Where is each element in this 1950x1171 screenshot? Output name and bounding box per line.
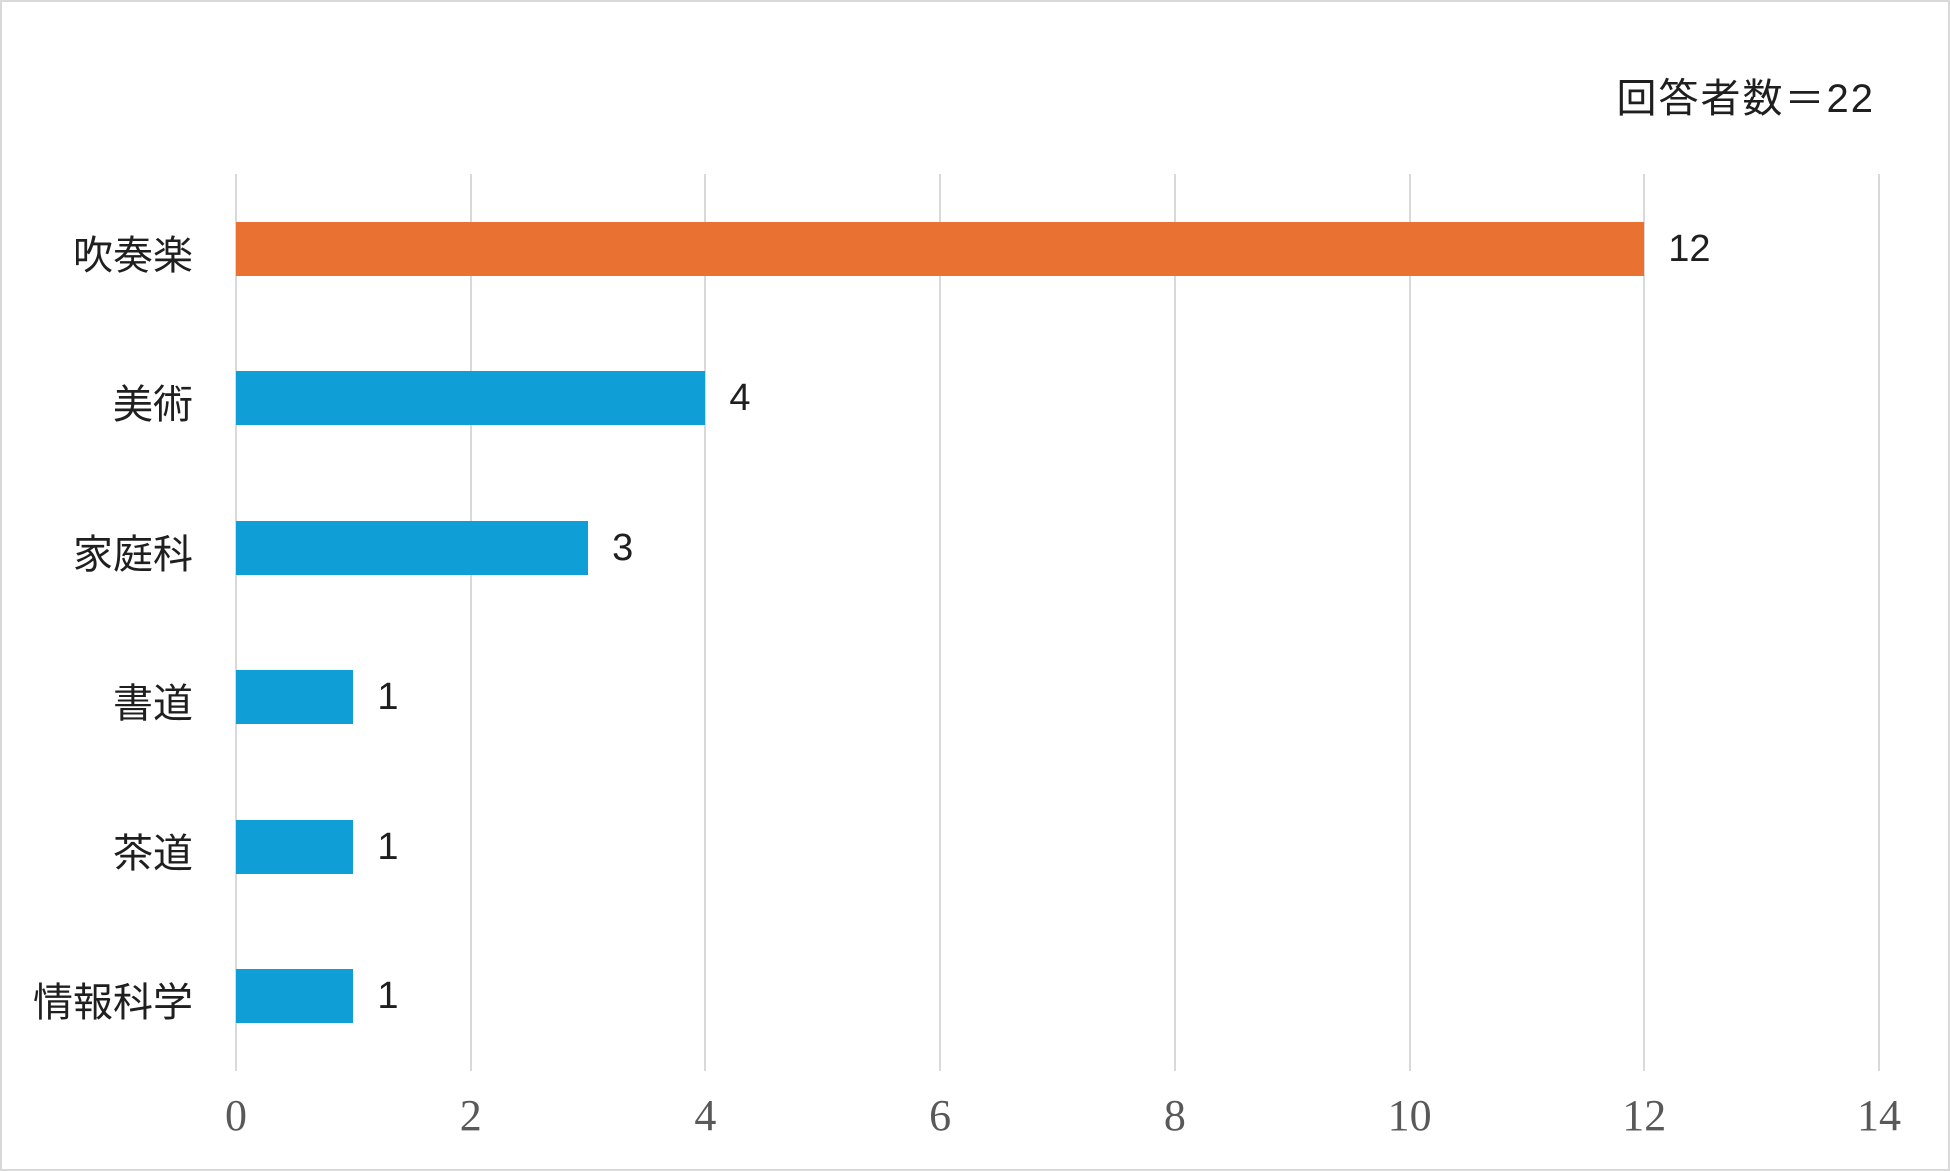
x-axis-tick-label-0: 0 bbox=[225, 1091, 247, 1140]
category-label-情報科学: 情報科学 bbox=[33, 981, 193, 1026]
bar-value-label: 3 bbox=[612, 526, 634, 569]
gridline-x-2 bbox=[469, 174, 472, 1071]
bar-row: 1 bbox=[236, 772, 1879, 922]
category-label-吹奏楽: 吹奏楽 bbox=[73, 233, 193, 278]
x-axis-tick-label-14: 14 bbox=[1857, 1091, 1901, 1140]
bar-row: 12 bbox=[236, 174, 1879, 324]
gridline-x-12 bbox=[1643, 174, 1646, 1071]
category-label-書道: 書道 bbox=[113, 682, 193, 727]
category-label-茶道: 茶道 bbox=[113, 831, 193, 876]
gridline-x-10 bbox=[1408, 174, 1411, 1071]
category-label-美術: 美術 bbox=[113, 383, 193, 428]
bar-row: 1 bbox=[236, 922, 1879, 1072]
bar-家庭科 bbox=[236, 520, 589, 575]
gridline-x-8 bbox=[1173, 174, 1176, 1071]
gridline-x-4 bbox=[704, 174, 707, 1071]
bar-row: 1 bbox=[236, 623, 1879, 773]
bar-value-label: 12 bbox=[1668, 227, 1711, 270]
x-axis-tick-label-2: 2 bbox=[459, 1091, 482, 1140]
bar-書道 bbox=[236, 670, 354, 725]
bar-茶道 bbox=[236, 819, 354, 874]
gridline-x-0 bbox=[235, 174, 237, 1071]
x-axis-tick-label-12: 12 bbox=[1622, 1091, 1667, 1140]
bar-value-label: 1 bbox=[377, 975, 399, 1018]
category-label-家庭科: 家庭科 bbox=[73, 532, 193, 577]
x-axis-tick-label-4: 4 bbox=[694, 1091, 717, 1140]
bar-情報科学 bbox=[236, 969, 354, 1024]
bar-row: 3 bbox=[236, 473, 1879, 623]
bar-row: 4 bbox=[236, 324, 1879, 474]
plot-area: 12 4 3 1 1 1 bbox=[235, 174, 1880, 1072]
bar-value-label: 4 bbox=[729, 377, 751, 420]
bar-吹奏楽 bbox=[236, 221, 1645, 276]
x-axis-tick-label-10: 10 bbox=[1387, 1091, 1432, 1140]
gridline-x-6 bbox=[939, 174, 942, 1071]
x-axis-tick-label-6: 6 bbox=[929, 1091, 952, 1140]
x-axis-tick-label-8: 8 bbox=[1163, 1091, 1186, 1140]
bar-value-label: 1 bbox=[377, 825, 399, 868]
bar-value-label: 1 bbox=[377, 676, 399, 719]
bar-美術 bbox=[236, 371, 706, 426]
gridline-x-14 bbox=[1878, 174, 1880, 1071]
respondent-count-annotation: 回答者数＝22 bbox=[1616, 77, 1875, 121]
